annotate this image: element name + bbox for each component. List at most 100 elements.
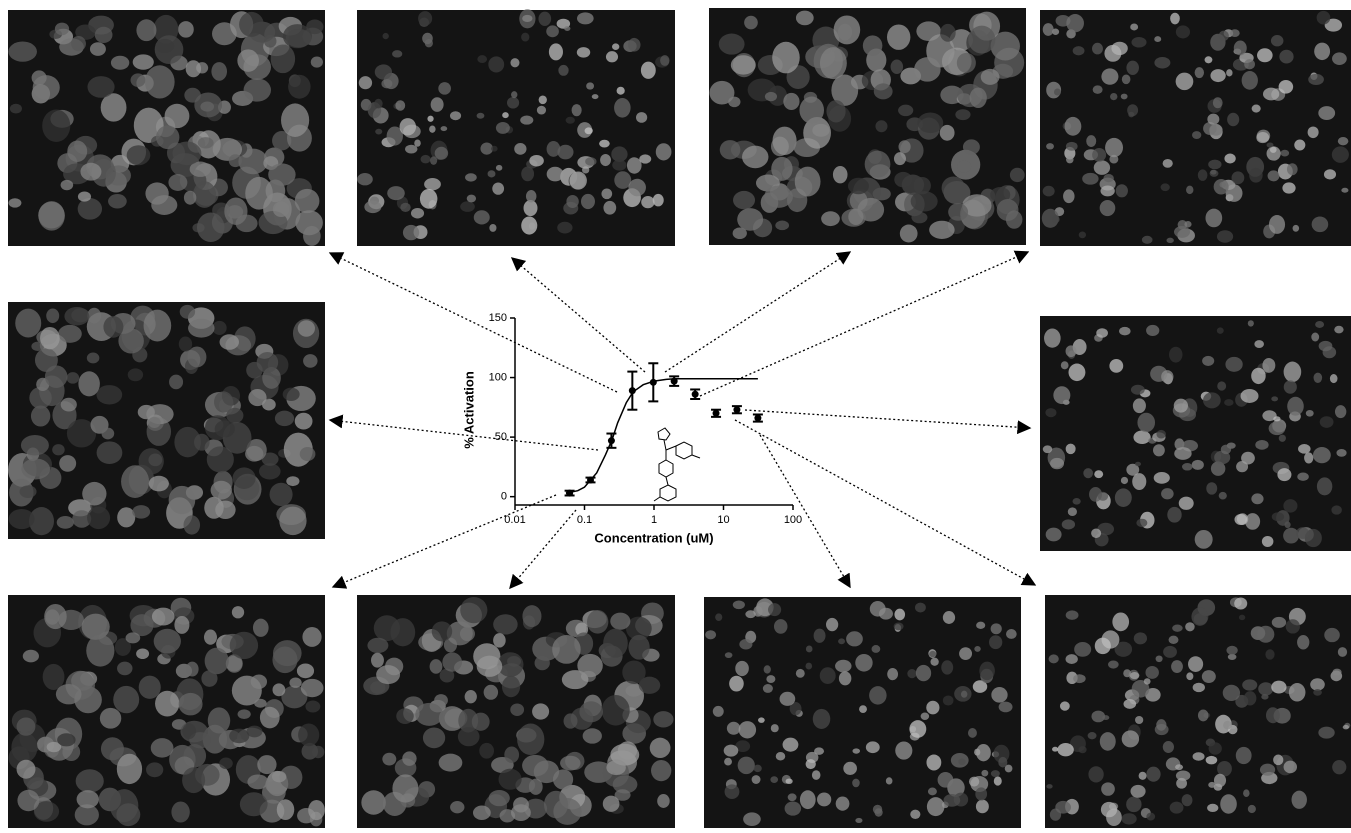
cell bbox=[720, 140, 741, 159]
micrographs bbox=[8, 8, 1351, 828]
cell bbox=[577, 47, 590, 57]
cell bbox=[121, 465, 149, 498]
cell bbox=[402, 751, 416, 766]
cell bbox=[1161, 370, 1173, 383]
cell bbox=[612, 160, 626, 171]
cell bbox=[955, 109, 970, 120]
cell bbox=[913, 177, 930, 194]
cell bbox=[1225, 357, 1242, 372]
cell bbox=[1066, 142, 1078, 151]
cell bbox=[1142, 236, 1153, 244]
cell bbox=[78, 198, 102, 220]
arrow bbox=[700, 252, 1028, 396]
cell bbox=[1283, 499, 1297, 512]
cell bbox=[133, 54, 154, 69]
cell bbox=[538, 12, 551, 26]
cell bbox=[188, 319, 215, 338]
cell bbox=[537, 106, 546, 115]
cell bbox=[211, 481, 232, 500]
cell bbox=[1068, 364, 1085, 382]
cell bbox=[1263, 88, 1279, 101]
cell bbox=[97, 441, 123, 464]
cell bbox=[55, 23, 69, 36]
cell bbox=[1221, 445, 1231, 454]
cell bbox=[77, 790, 99, 808]
cell bbox=[173, 141, 202, 165]
cell bbox=[152, 608, 175, 626]
cell bbox=[1198, 710, 1209, 722]
y-tick-label: 0 bbox=[501, 491, 507, 503]
cell bbox=[1244, 59, 1255, 69]
cell bbox=[45, 609, 59, 624]
cell bbox=[1262, 536, 1274, 547]
cell bbox=[87, 353, 100, 364]
cell bbox=[865, 151, 891, 178]
arrow bbox=[760, 435, 850, 587]
cell bbox=[1093, 85, 1103, 93]
cell bbox=[1046, 784, 1052, 789]
cell bbox=[186, 60, 201, 77]
cell bbox=[1094, 160, 1110, 175]
cell bbox=[968, 728, 977, 738]
cell bbox=[131, 73, 146, 87]
cell bbox=[411, 208, 424, 219]
cell bbox=[585, 157, 596, 165]
cell bbox=[1119, 327, 1130, 335]
cell bbox=[1068, 507, 1077, 516]
cell bbox=[289, 677, 301, 687]
cell bbox=[208, 707, 230, 733]
cell bbox=[100, 708, 121, 729]
cell bbox=[570, 171, 587, 189]
y-axis-label: % Activation bbox=[461, 371, 476, 449]
cell bbox=[806, 646, 813, 653]
cell bbox=[10, 104, 22, 114]
cell bbox=[914, 57, 941, 81]
cell bbox=[38, 201, 64, 230]
cell bbox=[745, 610, 755, 618]
cell bbox=[577, 12, 594, 24]
cell bbox=[303, 226, 321, 246]
cell bbox=[768, 603, 781, 616]
cell bbox=[1251, 368, 1265, 384]
data-point bbox=[692, 391, 699, 398]
cell bbox=[1243, 789, 1250, 797]
cell bbox=[1242, 71, 1258, 90]
cell bbox=[1088, 732, 1097, 739]
cell bbox=[1101, 68, 1118, 84]
cell bbox=[1186, 186, 1193, 195]
cell bbox=[511, 91, 517, 98]
cell bbox=[80, 163, 101, 181]
arrow bbox=[735, 420, 1035, 585]
cell bbox=[765, 92, 777, 101]
cell bbox=[733, 191, 755, 209]
cell bbox=[182, 723, 196, 739]
cell bbox=[1128, 112, 1134, 118]
cell bbox=[1271, 396, 1278, 401]
micrograph bbox=[1045, 595, 1351, 828]
cell bbox=[1252, 105, 1261, 113]
cell bbox=[1207, 804, 1218, 812]
cell bbox=[253, 619, 269, 637]
cell bbox=[1214, 179, 1229, 194]
cell bbox=[1298, 444, 1311, 454]
cell bbox=[204, 630, 217, 645]
cell bbox=[1226, 69, 1232, 76]
cell bbox=[758, 717, 765, 722]
cell bbox=[1053, 386, 1070, 404]
cell bbox=[869, 686, 887, 704]
cell bbox=[1217, 381, 1226, 390]
cell bbox=[273, 683, 286, 696]
cell bbox=[414, 139, 421, 146]
cell bbox=[532, 703, 549, 719]
cell bbox=[628, 635, 649, 660]
cell bbox=[431, 97, 444, 112]
cell bbox=[383, 33, 389, 39]
cell bbox=[1319, 341, 1333, 351]
cell bbox=[1271, 35, 1284, 46]
cell bbox=[1248, 320, 1254, 326]
cell bbox=[215, 501, 235, 519]
cell bbox=[1267, 143, 1274, 148]
cell bbox=[963, 139, 980, 154]
fit-curve bbox=[566, 379, 758, 493]
cell bbox=[1318, 727, 1334, 739]
